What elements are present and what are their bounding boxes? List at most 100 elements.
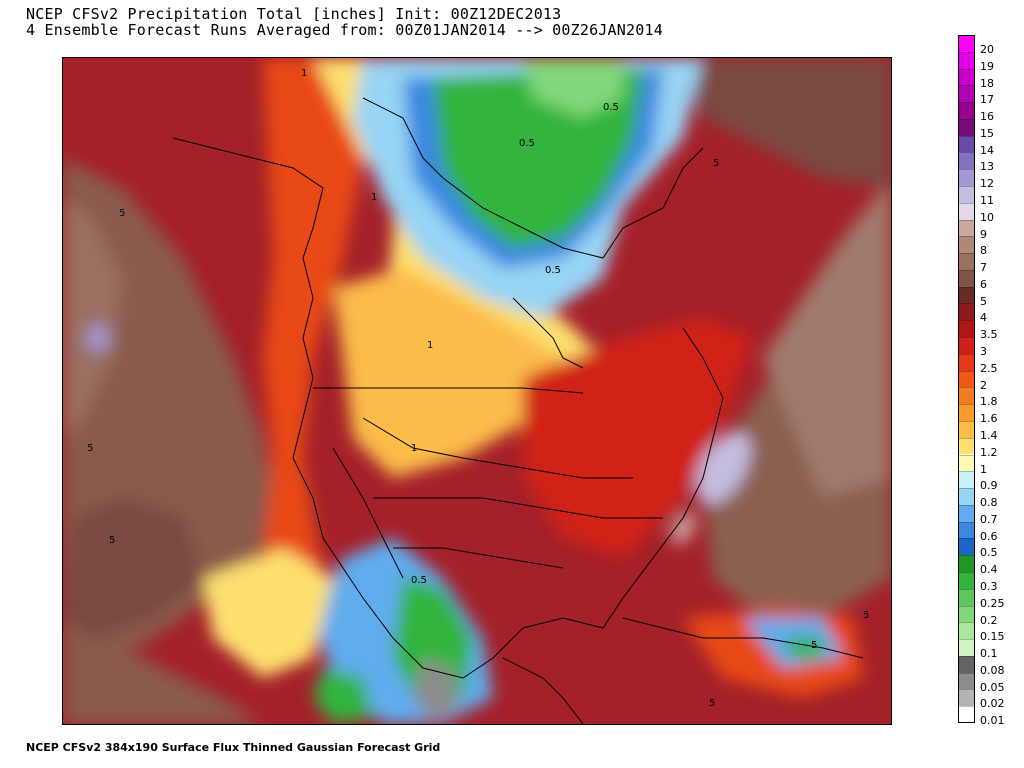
contour-label: 5	[863, 610, 869, 621]
legend-item: 10	[958, 202, 1018, 224]
legend-swatch	[958, 672, 975, 690]
legend-item: 0.4	[958, 555, 1018, 576]
legend-swatch	[958, 404, 975, 421]
legend-label: 5	[980, 294, 987, 308]
legend-label: 0.3	[980, 579, 998, 593]
legend-label: 1.6	[980, 412, 998, 426]
legend-label: 0.9	[980, 479, 998, 493]
legend-swatch	[958, 387, 975, 405]
legend-item: 0.5	[958, 538, 1018, 559]
legend-swatch	[958, 488, 975, 505]
legend-label: 11	[980, 194, 994, 208]
legend-item: 0.05	[958, 672, 1018, 694]
legend-swatch	[958, 605, 975, 623]
legend-swatch	[958, 236, 975, 254]
chart-title-line-2: 4 Ensemble Forecast Runs Averaged from: …	[26, 21, 663, 39]
precip-field	[63, 58, 891, 724]
legend-swatch	[958, 286, 975, 304]
legend-swatch	[958, 135, 975, 153]
legend-label: 13	[980, 160, 994, 174]
legend-label: 0.1	[980, 647, 998, 661]
contour-label: 1	[411, 443, 417, 454]
legend-label: 0.02	[980, 697, 1005, 711]
legend-swatch	[958, 35, 975, 52]
coastlines	[172, 97, 864, 724]
legend-label: 18	[980, 76, 994, 90]
contour-label: 0.5	[411, 575, 427, 586]
legend-label: 0.01	[980, 714, 1005, 728]
map-canvas: 1 1 0.5 0.5 0.5 1 5 5 5 5 1 0.5 5 5 5	[63, 58, 891, 724]
legend-item: 1.4	[958, 420, 1018, 442]
legend-swatch	[958, 303, 975, 321]
legend-item: 1	[958, 454, 1018, 476]
legend-label: 3.5	[980, 328, 998, 342]
legend-label: 4	[980, 311, 987, 325]
legend-item: 15	[958, 118, 1018, 140]
legend-item: 6	[958, 269, 1018, 291]
legend-swatch	[958, 320, 975, 338]
legend-swatch	[958, 85, 975, 103]
legend-label: 0.08	[980, 663, 1005, 677]
legend-label: 19	[980, 59, 994, 73]
contour-label: 0.5	[519, 138, 535, 149]
legend-label: 0.5	[980, 546, 998, 560]
legend-item: 9	[958, 219, 1018, 241]
legend-item: 0.01	[958, 706, 1018, 727]
legend-swatch	[958, 471, 975, 489]
legend-label: 7	[980, 261, 987, 275]
legend-item: 0.08	[958, 655, 1018, 677]
legend-label: 1	[980, 462, 987, 476]
legend-swatch	[958, 622, 975, 640]
legend-item: 0.02	[958, 689, 1018, 710]
legend-label: 2	[980, 378, 987, 392]
legend-item: 16	[958, 102, 1018, 123]
legend-swatch	[958, 102, 975, 119]
legend-swatch	[958, 454, 975, 472]
legend-label: 0.15	[980, 630, 1005, 644]
legend-swatch	[958, 152, 975, 170]
legend-label: 1.2	[980, 445, 998, 459]
legend-item: 3.5	[958, 320, 1018, 341]
legend-swatch	[958, 370, 975, 388]
contour-label: 1	[371, 192, 377, 203]
chart-title-line-1: NCEP CFSv2 Precipitation Total [inches] …	[26, 5, 562, 23]
legend-item: 1.8	[958, 387, 1018, 408]
legend-item: 1.6	[958, 404, 1018, 425]
legend-label: 20	[980, 43, 994, 56]
legend-swatch	[958, 51, 975, 69]
precipitation-map: 1 1 0.5 0.5 0.5 1 5 5 5 5 1 0.5 5 5 5	[62, 57, 892, 725]
legend-swatch	[958, 706, 975, 723]
contour-label: 5	[119, 208, 125, 219]
legend-item: 1.2	[958, 437, 1018, 459]
legend-item: 0.1	[958, 639, 1018, 660]
legend-label: 0.4	[980, 563, 998, 577]
legend-label: 10	[980, 210, 994, 224]
legend-swatch	[958, 202, 975, 220]
legend-label: 0.2	[980, 613, 998, 627]
contour-label: 0.5	[603, 102, 619, 113]
legend-item: 2	[958, 370, 1018, 392]
legend-item: 8	[958, 236, 1018, 257]
legend-item: 5	[958, 286, 1018, 308]
contour-label: 1	[301, 68, 307, 79]
legend-item: 18	[958, 68, 1018, 90]
legend-label: 0.7	[980, 512, 998, 526]
legend-item: 19	[958, 51, 1018, 73]
contour-label: 1	[427, 340, 433, 351]
legend-item: 20	[958, 35, 1018, 56]
contour-label: 5	[87, 443, 93, 454]
legend-label: 0.05	[980, 680, 1005, 694]
legend-label: 6	[980, 277, 987, 291]
legend-label: 2.5	[980, 361, 998, 375]
contour-label: 5	[109, 535, 115, 546]
legend-swatch	[958, 689, 975, 707]
legend-swatch	[958, 118, 975, 136]
legend-item: 0.7	[958, 504, 1018, 526]
legend-label: 0.8	[980, 496, 998, 510]
legend-label: 8	[980, 244, 987, 258]
legend-item: 0.25	[958, 588, 1018, 610]
legend-swatch	[958, 571, 975, 589]
legend-swatch	[958, 655, 975, 673]
legend-swatch	[958, 504, 975, 522]
legend-swatch	[958, 555, 975, 572]
